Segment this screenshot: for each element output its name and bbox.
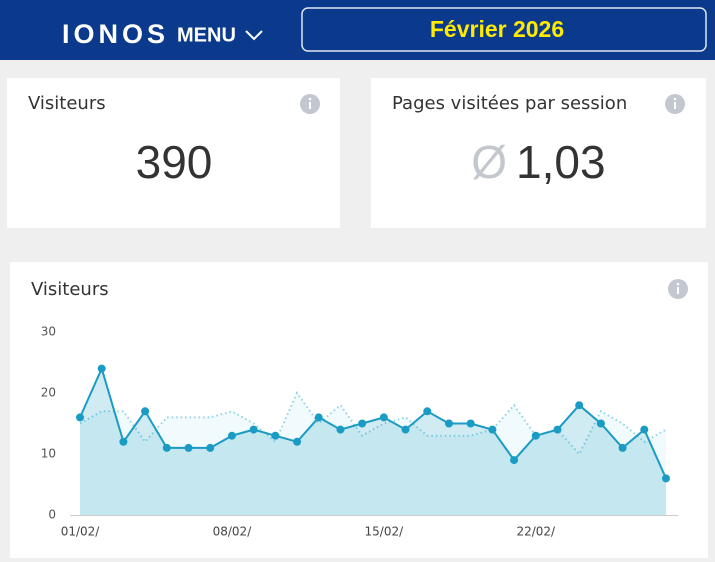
x-tick-label: 08/02/ bbox=[213, 525, 253, 539]
data-point bbox=[488, 425, 497, 434]
data-point bbox=[271, 431, 280, 440]
data-point bbox=[662, 474, 670, 483]
data-point bbox=[596, 419, 605, 428]
data-point bbox=[379, 413, 388, 422]
info-icon-dot bbox=[676, 282, 680, 286]
data-point bbox=[76, 413, 84, 422]
data-point bbox=[531, 431, 540, 440]
card-title: Pages visitées par session bbox=[392, 93, 627, 114]
data-point bbox=[618, 443, 627, 452]
data-point bbox=[184, 443, 193, 452]
info-icon-stem bbox=[674, 102, 676, 109]
logo[interactable]: IONOS bbox=[62, 19, 169, 49]
data-point bbox=[423, 407, 432, 416]
data-point bbox=[358, 419, 367, 428]
data-point bbox=[444, 419, 453, 428]
menu-button[interactable]: MENU bbox=[177, 24, 236, 46]
data-point bbox=[336, 425, 345, 434]
menu-chevron[interactable] bbox=[245, 30, 263, 41]
card-value: 1,03 bbox=[516, 136, 606, 188]
data-point bbox=[293, 437, 302, 446]
series-area bbox=[80, 368, 666, 515]
data-point bbox=[640, 425, 649, 434]
info-icon-dot bbox=[673, 97, 677, 101]
data-point bbox=[314, 413, 323, 422]
info-icon-stem bbox=[309, 102, 311, 109]
data-point bbox=[141, 407, 150, 416]
x-tick-label: 01/02/ bbox=[61, 525, 101, 539]
card-title: Visiteurs bbox=[28, 93, 106, 114]
data-point bbox=[575, 401, 584, 410]
data-point bbox=[249, 425, 258, 434]
y-tick-label: 0 bbox=[48, 508, 56, 522]
card-value-prefix: Ø bbox=[471, 136, 507, 188]
series-line bbox=[79, 390, 667, 456]
data-point bbox=[119, 437, 128, 446]
period-box[interactable] bbox=[301, 7, 707, 52]
data-point bbox=[466, 419, 475, 428]
info-icon-dot bbox=[308, 97, 312, 101]
info-icon-stem bbox=[677, 287, 679, 294]
data-point bbox=[510, 456, 519, 465]
series-line bbox=[79, 365, 667, 479]
data-point bbox=[97, 364, 106, 373]
data-point bbox=[401, 425, 410, 434]
data-point bbox=[227, 431, 236, 440]
plot: 0 10 20 30 01/02/08/02/15/02/22/02/ bbox=[41, 325, 678, 539]
y-tick-label: 20 bbox=[41, 386, 56, 400]
y-tick-label: 30 bbox=[41, 325, 56, 339]
x-tick-label: 15/02/ bbox=[365, 525, 405, 539]
data-point bbox=[553, 425, 562, 434]
x-tick-label: 22/02/ bbox=[516, 525, 556, 539]
y-tick-label: 10 bbox=[41, 447, 56, 461]
card bbox=[7, 78, 340, 228]
chart-title: Visiteurs bbox=[31, 279, 109, 300]
data-point bbox=[206, 443, 215, 452]
chart-card bbox=[10, 262, 708, 558]
card-value: 390 bbox=[136, 136, 213, 188]
card bbox=[371, 78, 706, 228]
period-label[interactable]: Février 2026 bbox=[430, 16, 564, 42]
series-area bbox=[80, 393, 666, 515]
data-point bbox=[162, 443, 171, 452]
